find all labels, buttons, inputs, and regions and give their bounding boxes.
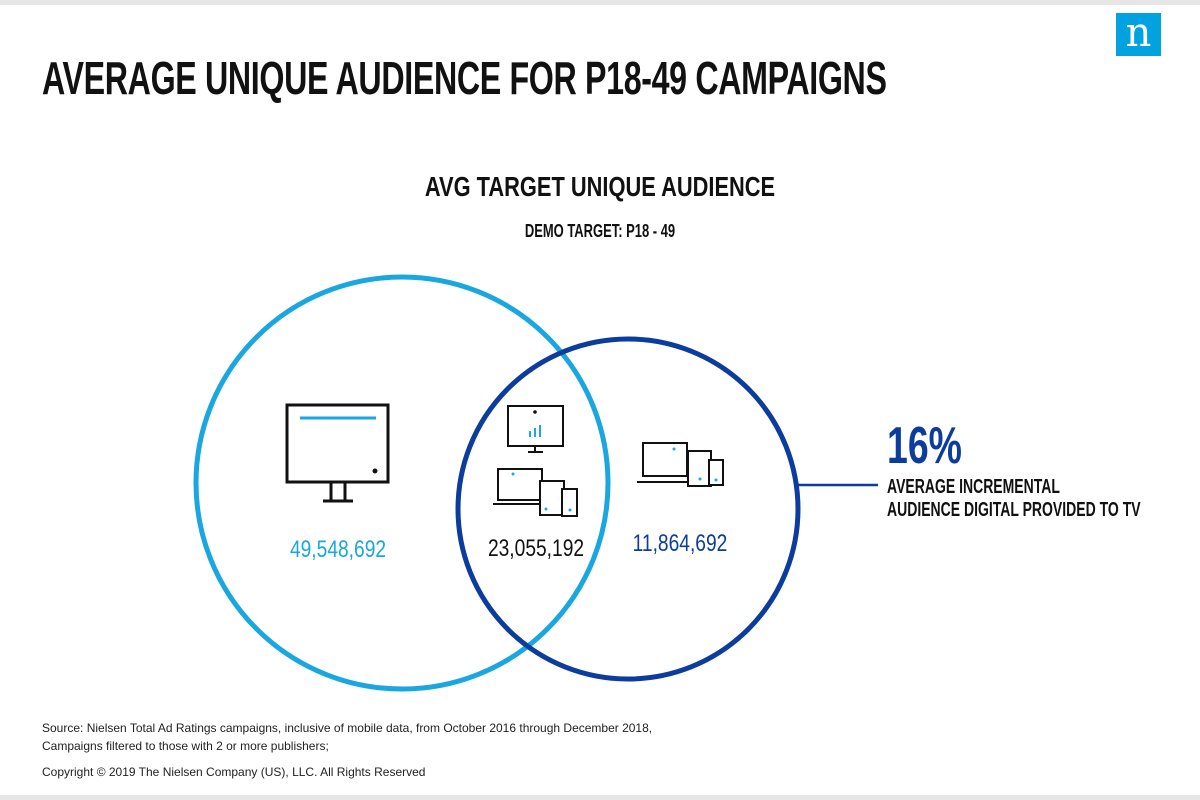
copyright-notice: Copyright © 2019 The Nielsen Company (US… — [42, 765, 426, 779]
bottom-border — [0, 795, 1200, 800]
incremental-caption-line1: AVERAGE INCREMENTAL — [887, 476, 1060, 498]
laptop-tablet-phone-icon — [493, 468, 578, 517]
incremental-caption-line2: AUDIENCE DIGITAL PROVIDED TO TV — [887, 499, 1141, 521]
top-border — [0, 0, 1200, 5]
digital-audience-circle — [455, 336, 801, 682]
tv-monitor-icon — [507, 405, 564, 453]
incremental-caption: AVERAGE INCREMENTAL AUDIENCE DIGITAL PRO… — [887, 476, 1141, 522]
source-footnote-line1: Source: Nielsen Total Ad Ratings campaig… — [42, 721, 653, 735]
incremental-percent: 16% — [887, 417, 962, 475]
laptop-tablet-phone-icon — [637, 442, 724, 487]
overlap-audience-value: 23,055,192 — [487, 535, 585, 562]
nielsen-logo: n — [1116, 13, 1161, 56]
chart-subtitle: AVG TARGET UNIQUE AUDIENCE — [424, 171, 776, 202]
source-footnote-line2: Campaigns filtered to those with 2 or mo… — [42, 739, 329, 753]
tv-only-audience-value: 49,548,692 — [289, 536, 387, 563]
demo-target-label: DEMO TARGET: P18 - 49 — [524, 221, 676, 241]
page-title: AVERAGE UNIQUE AUDIENCE FOR P18-49 CAMPA… — [42, 52, 887, 104]
tv-monitor-icon — [285, 403, 390, 503]
tv-audience-circle — [193, 274, 611, 692]
digital-only-audience-value: 11,864,692 — [632, 530, 728, 557]
